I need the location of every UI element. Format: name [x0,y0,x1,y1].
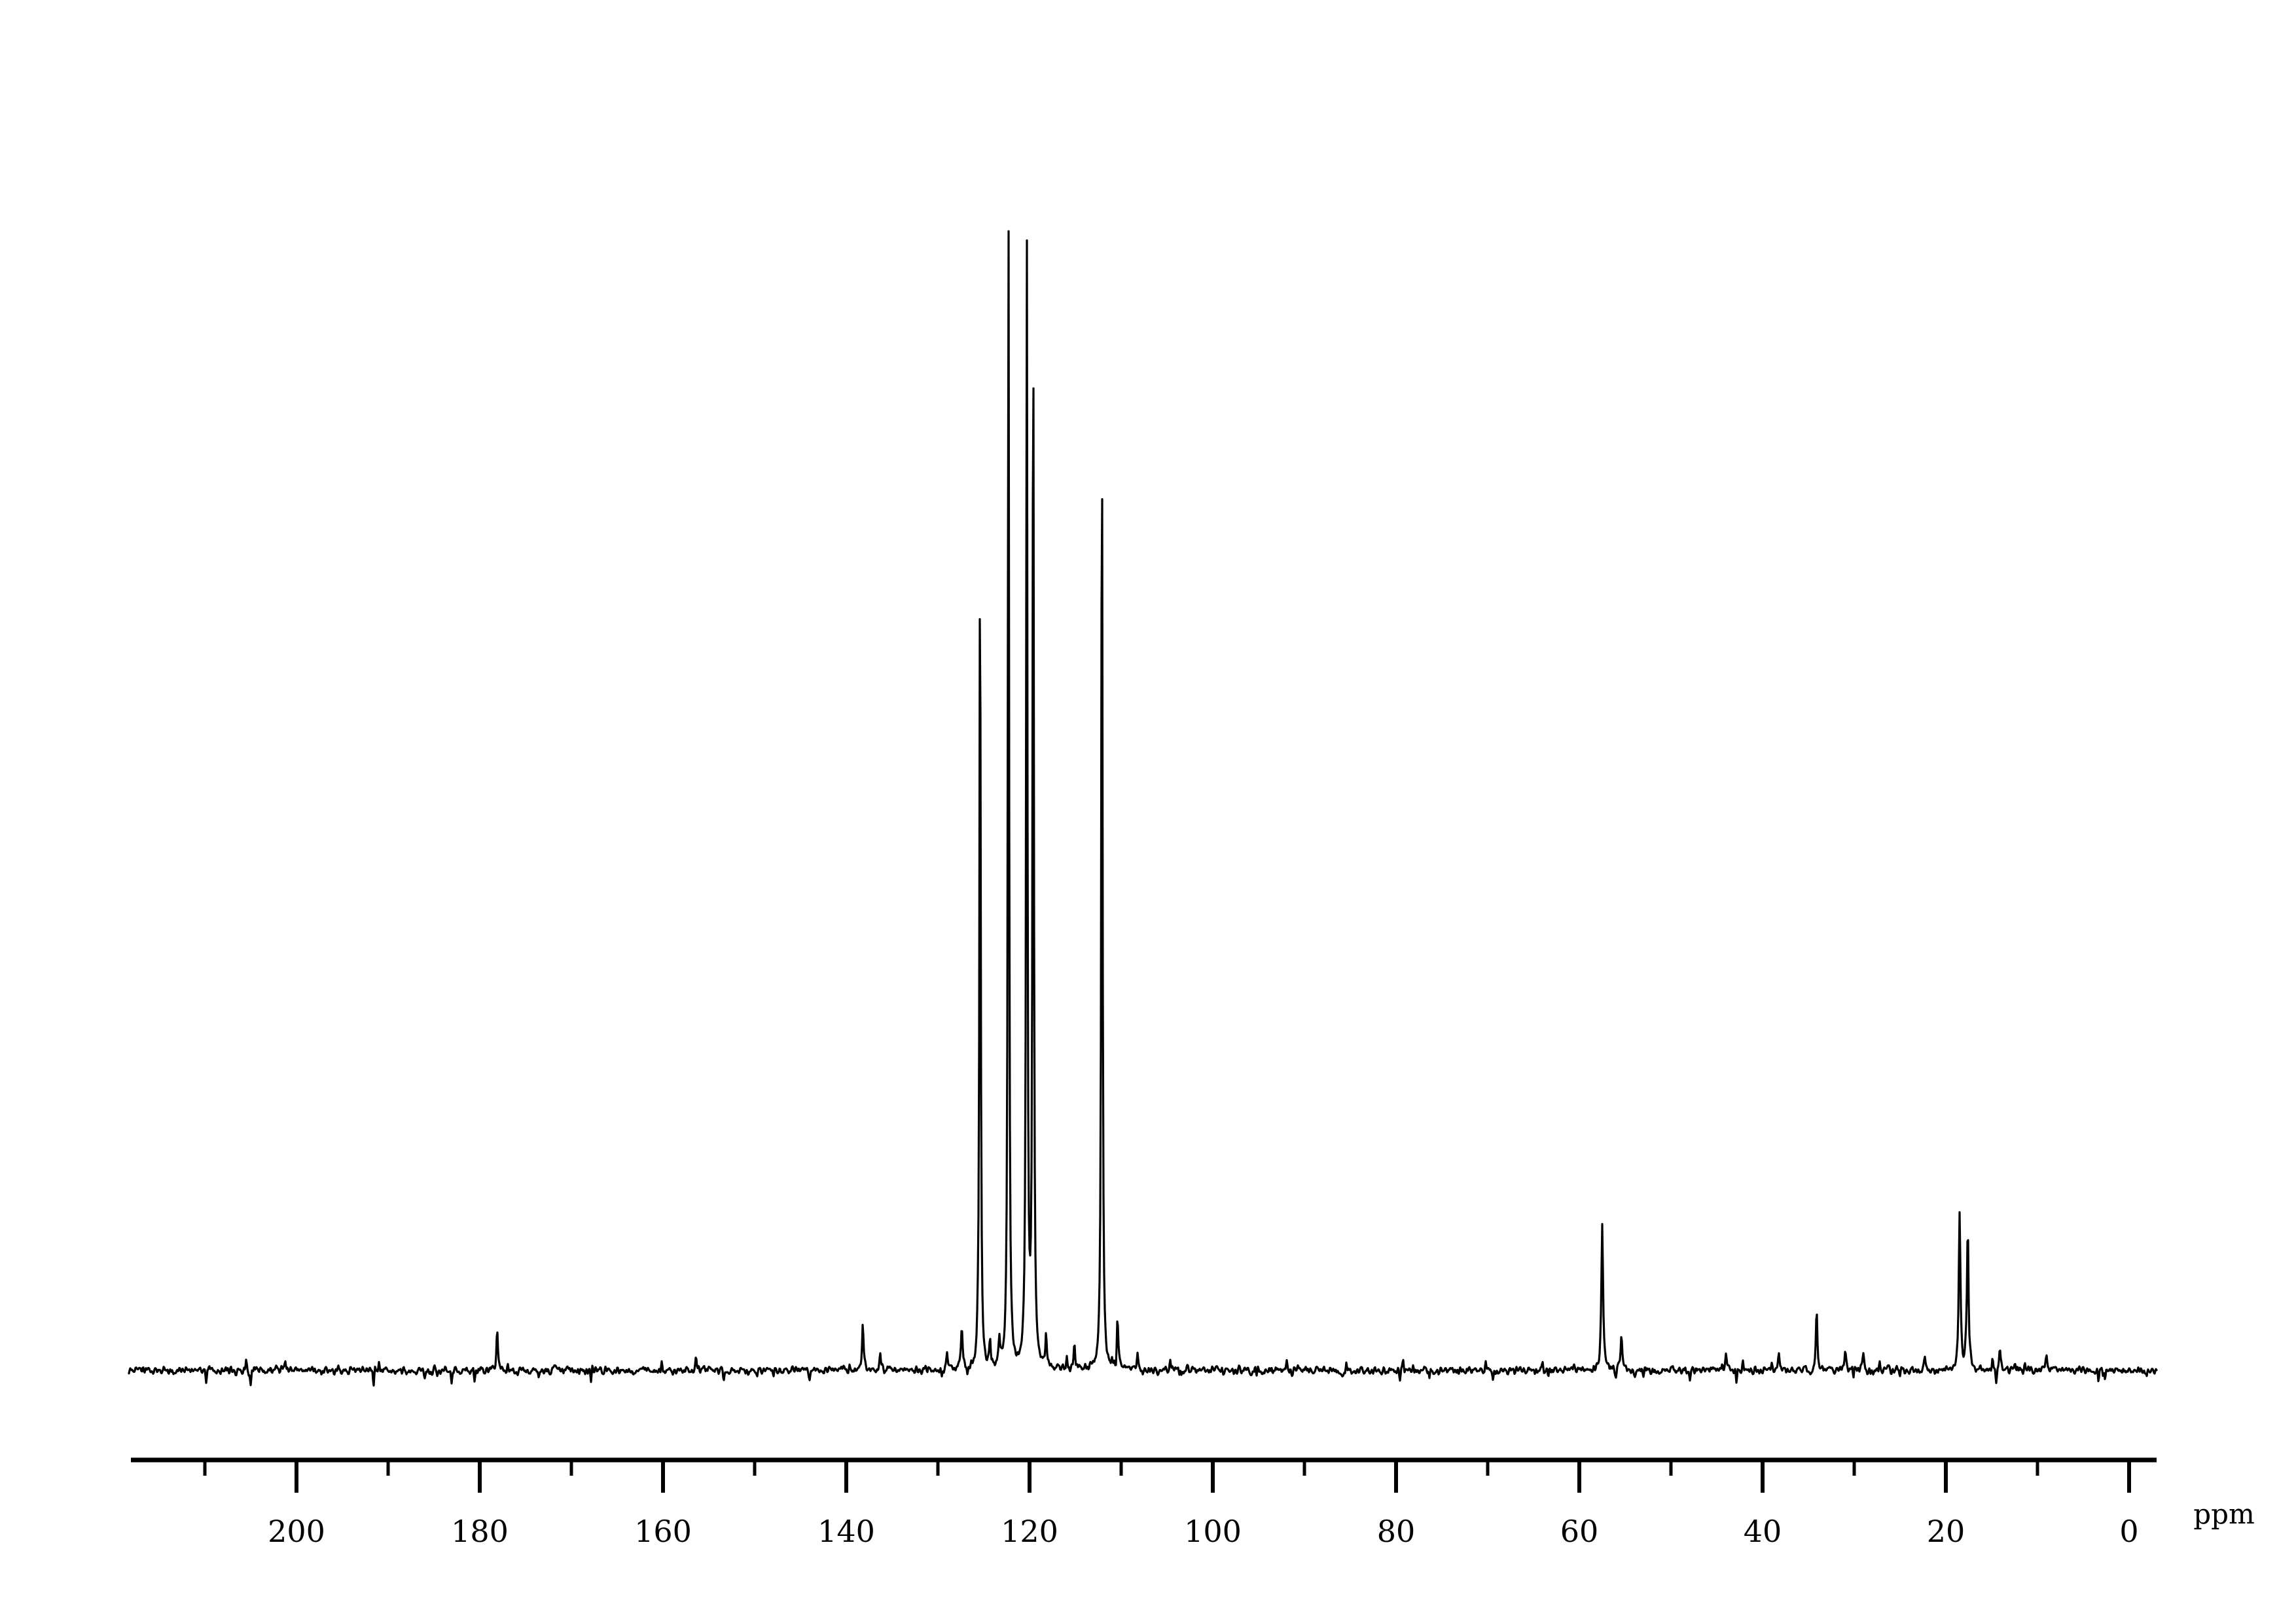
axis-tick-label: 180 [451,1514,509,1549]
ppm-axis: 200 180 160 140 120 100 80 60 40 20 0 ppm [131,1457,2255,1549]
axis-tick-label: 80 [1377,1514,1416,1549]
axis-ticks [203,1462,2131,1493]
axis-tick-label: 160 [634,1514,692,1549]
spectrum-trace-group [128,230,2158,1387]
spectrum-trace [128,230,2158,1387]
axis-tick-label: 60 [1560,1514,1599,1549]
axis-unit-label: ppm [2193,1498,2255,1530]
axis-tick-label: 100 [1184,1514,1242,1549]
axis-tick-label: 0 [2119,1514,2138,1549]
axis-tick-label: 140 [817,1514,875,1549]
axis-tick-label: 200 [268,1514,325,1549]
axis-tick-label: 20 [1927,1514,1965,1549]
axis-tick-labels: 200 180 160 140 120 100 80 60 40 20 0 [268,1514,2139,1549]
axis-tick-label: 40 [1744,1514,1782,1549]
axis-tick-label: 120 [1001,1514,1058,1549]
